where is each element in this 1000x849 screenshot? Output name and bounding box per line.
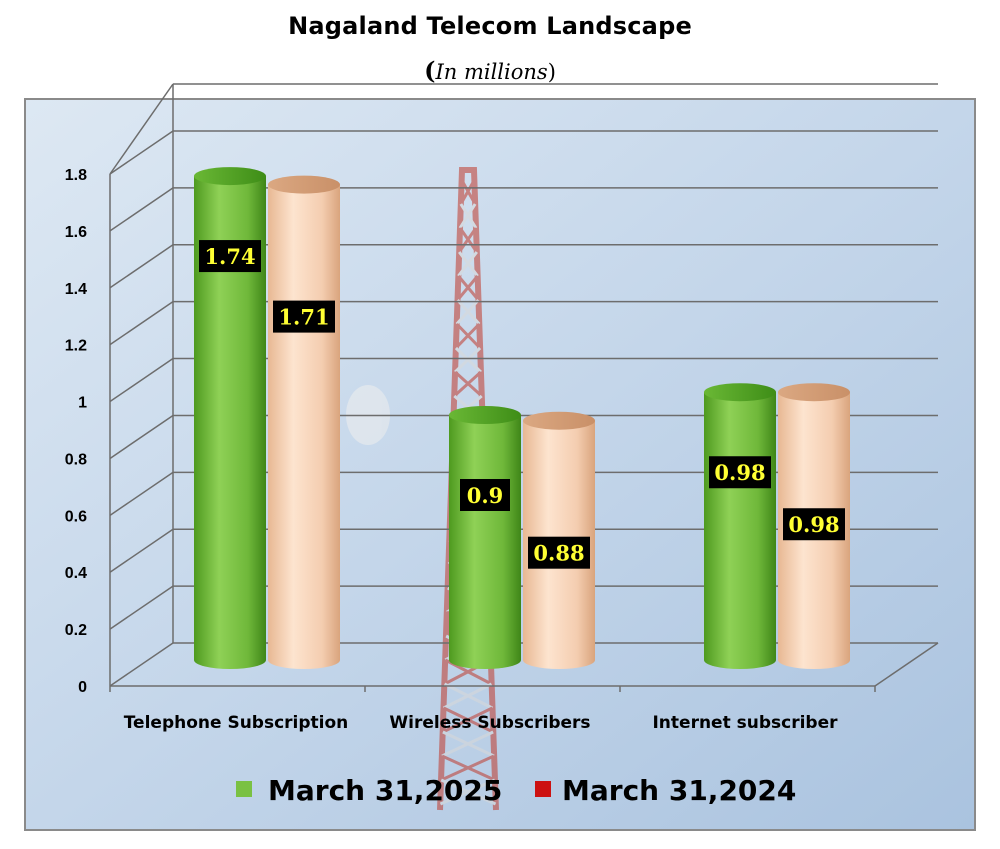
x-category-label: Internet subscriber: [652, 713, 838, 733]
y-tick-label: 0.2: [65, 622, 87, 639]
data-label-box: [199, 240, 261, 273]
side-gridline: [109, 414, 174, 460]
bar-march-2025: [704, 383, 776, 669]
bar-march-2024: [268, 175, 340, 669]
side-gridline: [109, 187, 174, 232]
y-tick-label: 0.6: [65, 508, 87, 525]
side-gridline: [109, 642, 174, 687]
bar-body: [268, 184, 340, 669]
data-label-box: [528, 536, 590, 569]
tower-brace: [441, 730, 495, 758]
tower-brace: [443, 682, 493, 710]
data-label: 0.98: [788, 512, 839, 537]
data-label-box: [783, 508, 845, 541]
tower-brace: [454, 346, 482, 374]
chart-title: Nagaland Telecom Landscape: [288, 12, 692, 40]
side-gridline: [109, 585, 174, 630]
tower-brace: [457, 251, 479, 277]
y-tick-label: 1.4: [65, 281, 87, 298]
bar-march-2025: [194, 167, 266, 670]
bar-top: [194, 167, 266, 186]
tower-brace: [439, 778, 497, 806]
bar-body: [194, 176, 266, 670]
tower-brace: [458, 203, 478, 229]
subtitle-open-paren: (: [424, 56, 436, 85]
subtitle-text: In millions: [435, 60, 548, 84]
y-tick-label: 1.6: [65, 224, 87, 241]
y-tick-label: 1.8: [65, 167, 87, 184]
tower-brace: [456, 275, 480, 301]
data-label-box: [709, 456, 771, 489]
bar-top: [449, 406, 521, 424]
bar-body: [449, 415, 521, 669]
side-gridline: [109, 471, 174, 516]
y-tick-label: 1.2: [65, 338, 87, 355]
data-label: 1.71: [278, 305, 329, 330]
bar-march-2025: [449, 406, 521, 669]
legend-swatch: [535, 781, 551, 797]
bar-body: [704, 392, 776, 669]
tower-brace: [455, 298, 481, 326]
data-label: 0.98: [714, 460, 765, 485]
tower-brace: [457, 227, 479, 253]
data-label: 0.88: [533, 541, 584, 566]
data-label: 0.9: [467, 483, 504, 508]
x-category-label: Telephone Subscription: [124, 713, 349, 733]
y-tick-label: 0: [78, 679, 87, 696]
y-tick-label: 1: [78, 395, 87, 412]
legend-label: March 31,2025: [268, 774, 502, 807]
side-gridline: [109, 528, 174, 573]
side-gridline: [109, 244, 174, 289]
data-label: 1.74: [204, 244, 255, 269]
tower-brace: [454, 322, 482, 350]
tower-brace: [453, 370, 483, 398]
side-gridline: [109, 130, 174, 175]
bar-top: [704, 383, 776, 402]
y-tick-label: 0.4: [65, 565, 87, 582]
bar-top: [523, 411, 595, 430]
legend-label: March 31,2024: [562, 774, 796, 807]
tower-brace: [442, 706, 494, 734]
side-gridline: [109, 357, 174, 403]
floor-edge: [874, 642, 939, 687]
subtitle-close-paren: ): [547, 60, 556, 84]
data-label-box: [460, 479, 510, 511]
y-tick-label: 0.8: [65, 451, 87, 468]
legend-swatch: [236, 781, 252, 797]
bar-top: [778, 383, 850, 402]
side-gridline: [109, 301, 174, 346]
data-label-box: [273, 300, 335, 333]
tower-brace: [459, 179, 477, 205]
side-gridline-top: [109, 83, 174, 175]
chart-subtitle: (In millions): [0, 56, 980, 85]
tower-brace: [440, 754, 496, 782]
bar-top: [268, 175, 340, 194]
x-category-label: Wireless Subscribers: [389, 713, 590, 733]
